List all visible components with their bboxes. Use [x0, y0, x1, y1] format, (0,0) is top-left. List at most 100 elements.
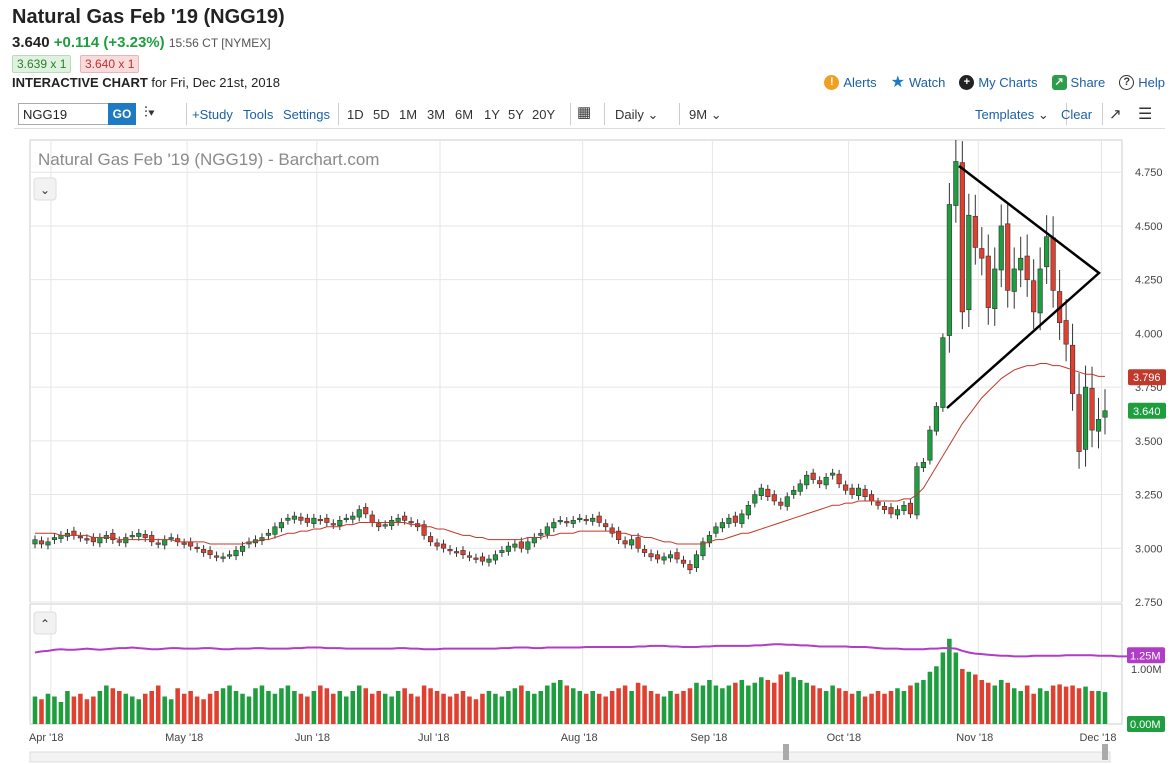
- x-tick-label: Nov '18: [956, 732, 993, 744]
- menu-icon[interactable]: ☰: [1138, 106, 1153, 123]
- candle-body: [434, 542, 440, 547]
- candle: [979, 227, 985, 276]
- candle-type-icon[interactable]: ⫶▾: [144, 104, 156, 121]
- symbol-input[interactable]: [18, 103, 114, 125]
- study-button[interactable]: +Study: [192, 107, 233, 122]
- range-1y[interactable]: 1Y: [484, 107, 500, 122]
- volume-bar: [817, 688, 822, 724]
- volume-bar: [765, 680, 771, 724]
- candle: [389, 516, 395, 531]
- candle: [499, 546, 505, 557]
- calendar-icon[interactable]: ▦: [577, 104, 592, 121]
- alerts-link[interactable]: ! Alerts: [824, 72, 877, 92]
- volume-bar: [733, 682, 738, 724]
- templates-label: Templates: [975, 107, 1035, 122]
- volume-bar: [39, 699, 44, 724]
- watch-link[interactable]: ★ Watch: [891, 72, 946, 92]
- candle: [791, 485, 797, 499]
- candle-body: [985, 255, 991, 308]
- volume-bar: [908, 685, 913, 724]
- candle-body: [162, 539, 168, 546]
- volume-bar: [149, 691, 154, 724]
- volume-bar: [350, 691, 356, 724]
- volume-bar: [674, 693, 680, 724]
- candle-body: [181, 542, 187, 545]
- candle-body: [804, 474, 810, 486]
- candle: [830, 468, 836, 480]
- interactive-label: INTERACTIVE CHART: [12, 75, 148, 90]
- range-5y[interactable]: 5Y: [508, 107, 524, 122]
- candle-body: [953, 161, 959, 206]
- volume-bar: [344, 696, 349, 724]
- candle-body: [843, 484, 849, 491]
- candle-body: [505, 545, 511, 552]
- candle: [849, 483, 855, 499]
- my-charts-link[interactable]: + My Charts: [959, 72, 1038, 92]
- candle-body: [583, 518, 589, 522]
- candle: [460, 546, 466, 560]
- chevron-down-icon: ⌄: [710, 107, 722, 122]
- candle: [123, 533, 129, 548]
- range-1d[interactable]: 1D: [347, 107, 364, 122]
- templates-select[interactable]: Templates ⌄: [975, 107, 1049, 123]
- candle-body: [596, 515, 602, 523]
- candle-body: [103, 535, 109, 539]
- candle: [181, 538, 187, 549]
- candle: [732, 511, 738, 527]
- range-1m[interactable]: 1M: [399, 107, 418, 122]
- volume-bar: [759, 677, 764, 724]
- candle: [525, 537, 531, 554]
- chevron-down-icon: ⌄: [1037, 107, 1049, 122]
- x-tick-label: Jun '18: [295, 732, 330, 744]
- timeline-scrollbar: [29, 751, 1111, 763]
- volume-bar: [960, 669, 965, 724]
- volume-bar: [739, 680, 745, 724]
- range-6m[interactable]: 6M: [455, 107, 474, 122]
- volume-bar: [415, 696, 420, 724]
- volume-bar: [421, 685, 427, 724]
- candle: [136, 528, 142, 541]
- candle-body: [914, 466, 920, 516]
- tools-button[interactable]: Tools: [243, 107, 274, 122]
- candle-body: [862, 488, 868, 498]
- volume-bar: [104, 685, 109, 724]
- settings-button[interactable]: Settings: [283, 107, 330, 122]
- candle-body: [207, 550, 213, 556]
- range-3m[interactable]: 3M: [427, 107, 446, 122]
- candle-body: [389, 520, 395, 527]
- candle-body: [693, 554, 700, 568]
- volume-bar: [434, 691, 440, 724]
- candle: [226, 550, 233, 560]
- candle-body: [784, 496, 790, 507]
- volume-bar: [136, 699, 142, 724]
- help-link[interactable]: ? Help: [1119, 72, 1165, 92]
- candle: [894, 505, 901, 520]
- volume-bar: [324, 688, 330, 724]
- candle-body: [1031, 280, 1037, 313]
- candle-body: [220, 556, 226, 559]
- volume-bar: [259, 685, 265, 724]
- range-5d[interactable]: 5D: [373, 107, 390, 122]
- scroll-handle-left: [783, 744, 789, 760]
- volume-bar: [616, 688, 621, 724]
- volume-bar: [408, 693, 414, 724]
- candle: [603, 519, 609, 532]
- range-20y[interactable]: 20Y: [532, 107, 556, 122]
- y-tick-label: 4.000: [1135, 328, 1163, 340]
- volume-bar: [986, 682, 991, 724]
- expand-icon[interactable]: ↗: [1109, 106, 1122, 123]
- interval-select[interactable]: Daily ⌄: [615, 107, 658, 123]
- share-link[interactable]: ↗ Share: [1051, 72, 1105, 92]
- volume-bar: [797, 680, 803, 724]
- candle-body: [700, 541, 706, 557]
- volume-bar: [428, 688, 433, 724]
- volume-bar: [155, 685, 161, 724]
- candle: [233, 546, 239, 561]
- clear-button[interactable]: Clear: [1061, 107, 1093, 122]
- period-select[interactable]: 9M ⌄: [689, 107, 722, 123]
- ask-badge: 3.640 x 1: [80, 55, 140, 73]
- go-button[interactable]: GO: [108, 103, 136, 125]
- candle-body: [64, 532, 70, 537]
- divider: [1066, 103, 1067, 125]
